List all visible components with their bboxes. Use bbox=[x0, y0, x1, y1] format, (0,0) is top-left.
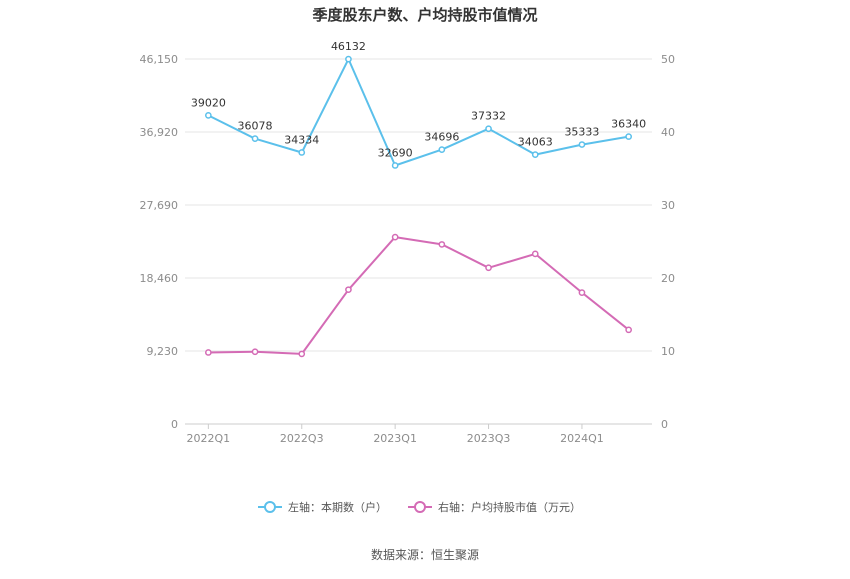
data-label: 34334 bbox=[284, 133, 319, 146]
right-tick-label: 0 bbox=[661, 418, 668, 431]
series-point-0[interactable] bbox=[531, 151, 539, 158]
series-point-1[interactable] bbox=[391, 233, 399, 241]
right-tick-label: 40 bbox=[661, 126, 675, 139]
series-point-0[interactable] bbox=[298, 149, 306, 156]
right-tick-label: 50 bbox=[661, 53, 675, 66]
x-tick-label: 2024Q1 bbox=[560, 432, 604, 445]
chart-title: 季度股东户数、户均持股市值情况 bbox=[312, 6, 537, 24]
x-tick-label: 2022Q3 bbox=[280, 432, 324, 445]
left-axis-ticks: 0 9,230 18,460 27,690 36,920 46,150 bbox=[140, 53, 179, 431]
series-point-1[interactable] bbox=[485, 264, 492, 272]
series-point-0[interactable] bbox=[345, 55, 352, 63]
series-point-1[interactable] bbox=[205, 349, 212, 356]
series-line-0 bbox=[207, 58, 629, 167]
series-point-1[interactable] bbox=[251, 348, 259, 356]
right-tick-label: 20 bbox=[661, 272, 675, 285]
series-point-0[interactable] bbox=[205, 112, 212, 119]
left-tick-label: 46,150 bbox=[140, 53, 179, 66]
left-tick-label: 36,920 bbox=[140, 126, 179, 139]
data-label: 32690 bbox=[378, 146, 413, 159]
data-label: 35333 bbox=[564, 126, 599, 139]
series-point-1[interactable] bbox=[438, 241, 446, 248]
left-tick-label: 9,230 bbox=[147, 345, 179, 358]
right-tick-label: 30 bbox=[661, 199, 675, 212]
series-layer bbox=[205, 55, 633, 358]
data-label: 34063 bbox=[518, 136, 553, 149]
right-tick-label: 10 bbox=[661, 345, 675, 358]
right-axis-ticks: 0 10 20 30 40 50 bbox=[661, 53, 675, 431]
series-point-1[interactable] bbox=[625, 326, 633, 334]
left-tick-label: 0 bbox=[171, 418, 178, 431]
left-tick-label: 27,690 bbox=[140, 199, 179, 212]
left-tick-label: 18,460 bbox=[140, 272, 179, 285]
x-tick-label: 2023Q1 bbox=[373, 432, 417, 445]
data-label: 36078 bbox=[238, 120, 273, 133]
series-point-0[interactable] bbox=[625, 133, 633, 140]
data-label: 39020 bbox=[191, 96, 226, 109]
legend-item-right-series[interactable]: 右轴：户均持股市值（万元） bbox=[408, 500, 581, 514]
legend-left-label: 左轴：本期数（户） bbox=[288, 500, 387, 514]
series-point-1[interactable] bbox=[298, 350, 306, 358]
series-point-0[interactable] bbox=[578, 141, 586, 148]
series-point-0[interactable] bbox=[438, 146, 446, 153]
data-labels: 39020 36078 34334 46132 32690 34696 37332 34063… bbox=[191, 40, 646, 159]
x-axis-ticks: 2022Q1 2022Q3 2023Q1 2023Q3 2024Q1 bbox=[187, 424, 604, 445]
data-label: 46132 bbox=[331, 40, 366, 53]
data-label: 36340 bbox=[611, 118, 646, 131]
series-point-1[interactable] bbox=[578, 289, 586, 296]
series-point-0[interactable] bbox=[251, 135, 259, 143]
grid-lines bbox=[185, 58, 652, 425]
series-line-1 bbox=[208, 236, 630, 355]
series-point-0[interactable] bbox=[391, 162, 399, 169]
x-tick-label: 2022Q1 bbox=[187, 432, 231, 445]
series-point-1[interactable] bbox=[531, 250, 539, 258]
legend-left-circle-icon bbox=[264, 501, 276, 513]
legend-right-label: 右轴：户均持股市值（万元） bbox=[438, 500, 581, 514]
legend-item-left-series[interactable]: 左轴：本期数（户） bbox=[258, 500, 387, 514]
data-source: 数据来源：恒生聚源 bbox=[371, 547, 479, 562]
legend[interactable]: 左轴：本期数（户） 右轴：户均持股市值（万元） bbox=[258, 500, 581, 514]
series-point-1[interactable] bbox=[345, 286, 352, 294]
data-label: 37332 bbox=[471, 110, 506, 123]
x-tick-label: 2023Q3 bbox=[467, 432, 511, 445]
data-label: 34696 bbox=[424, 131, 459, 144]
series-point-0[interactable] bbox=[485, 125, 492, 133]
legend-right-circle-icon bbox=[414, 501, 426, 513]
